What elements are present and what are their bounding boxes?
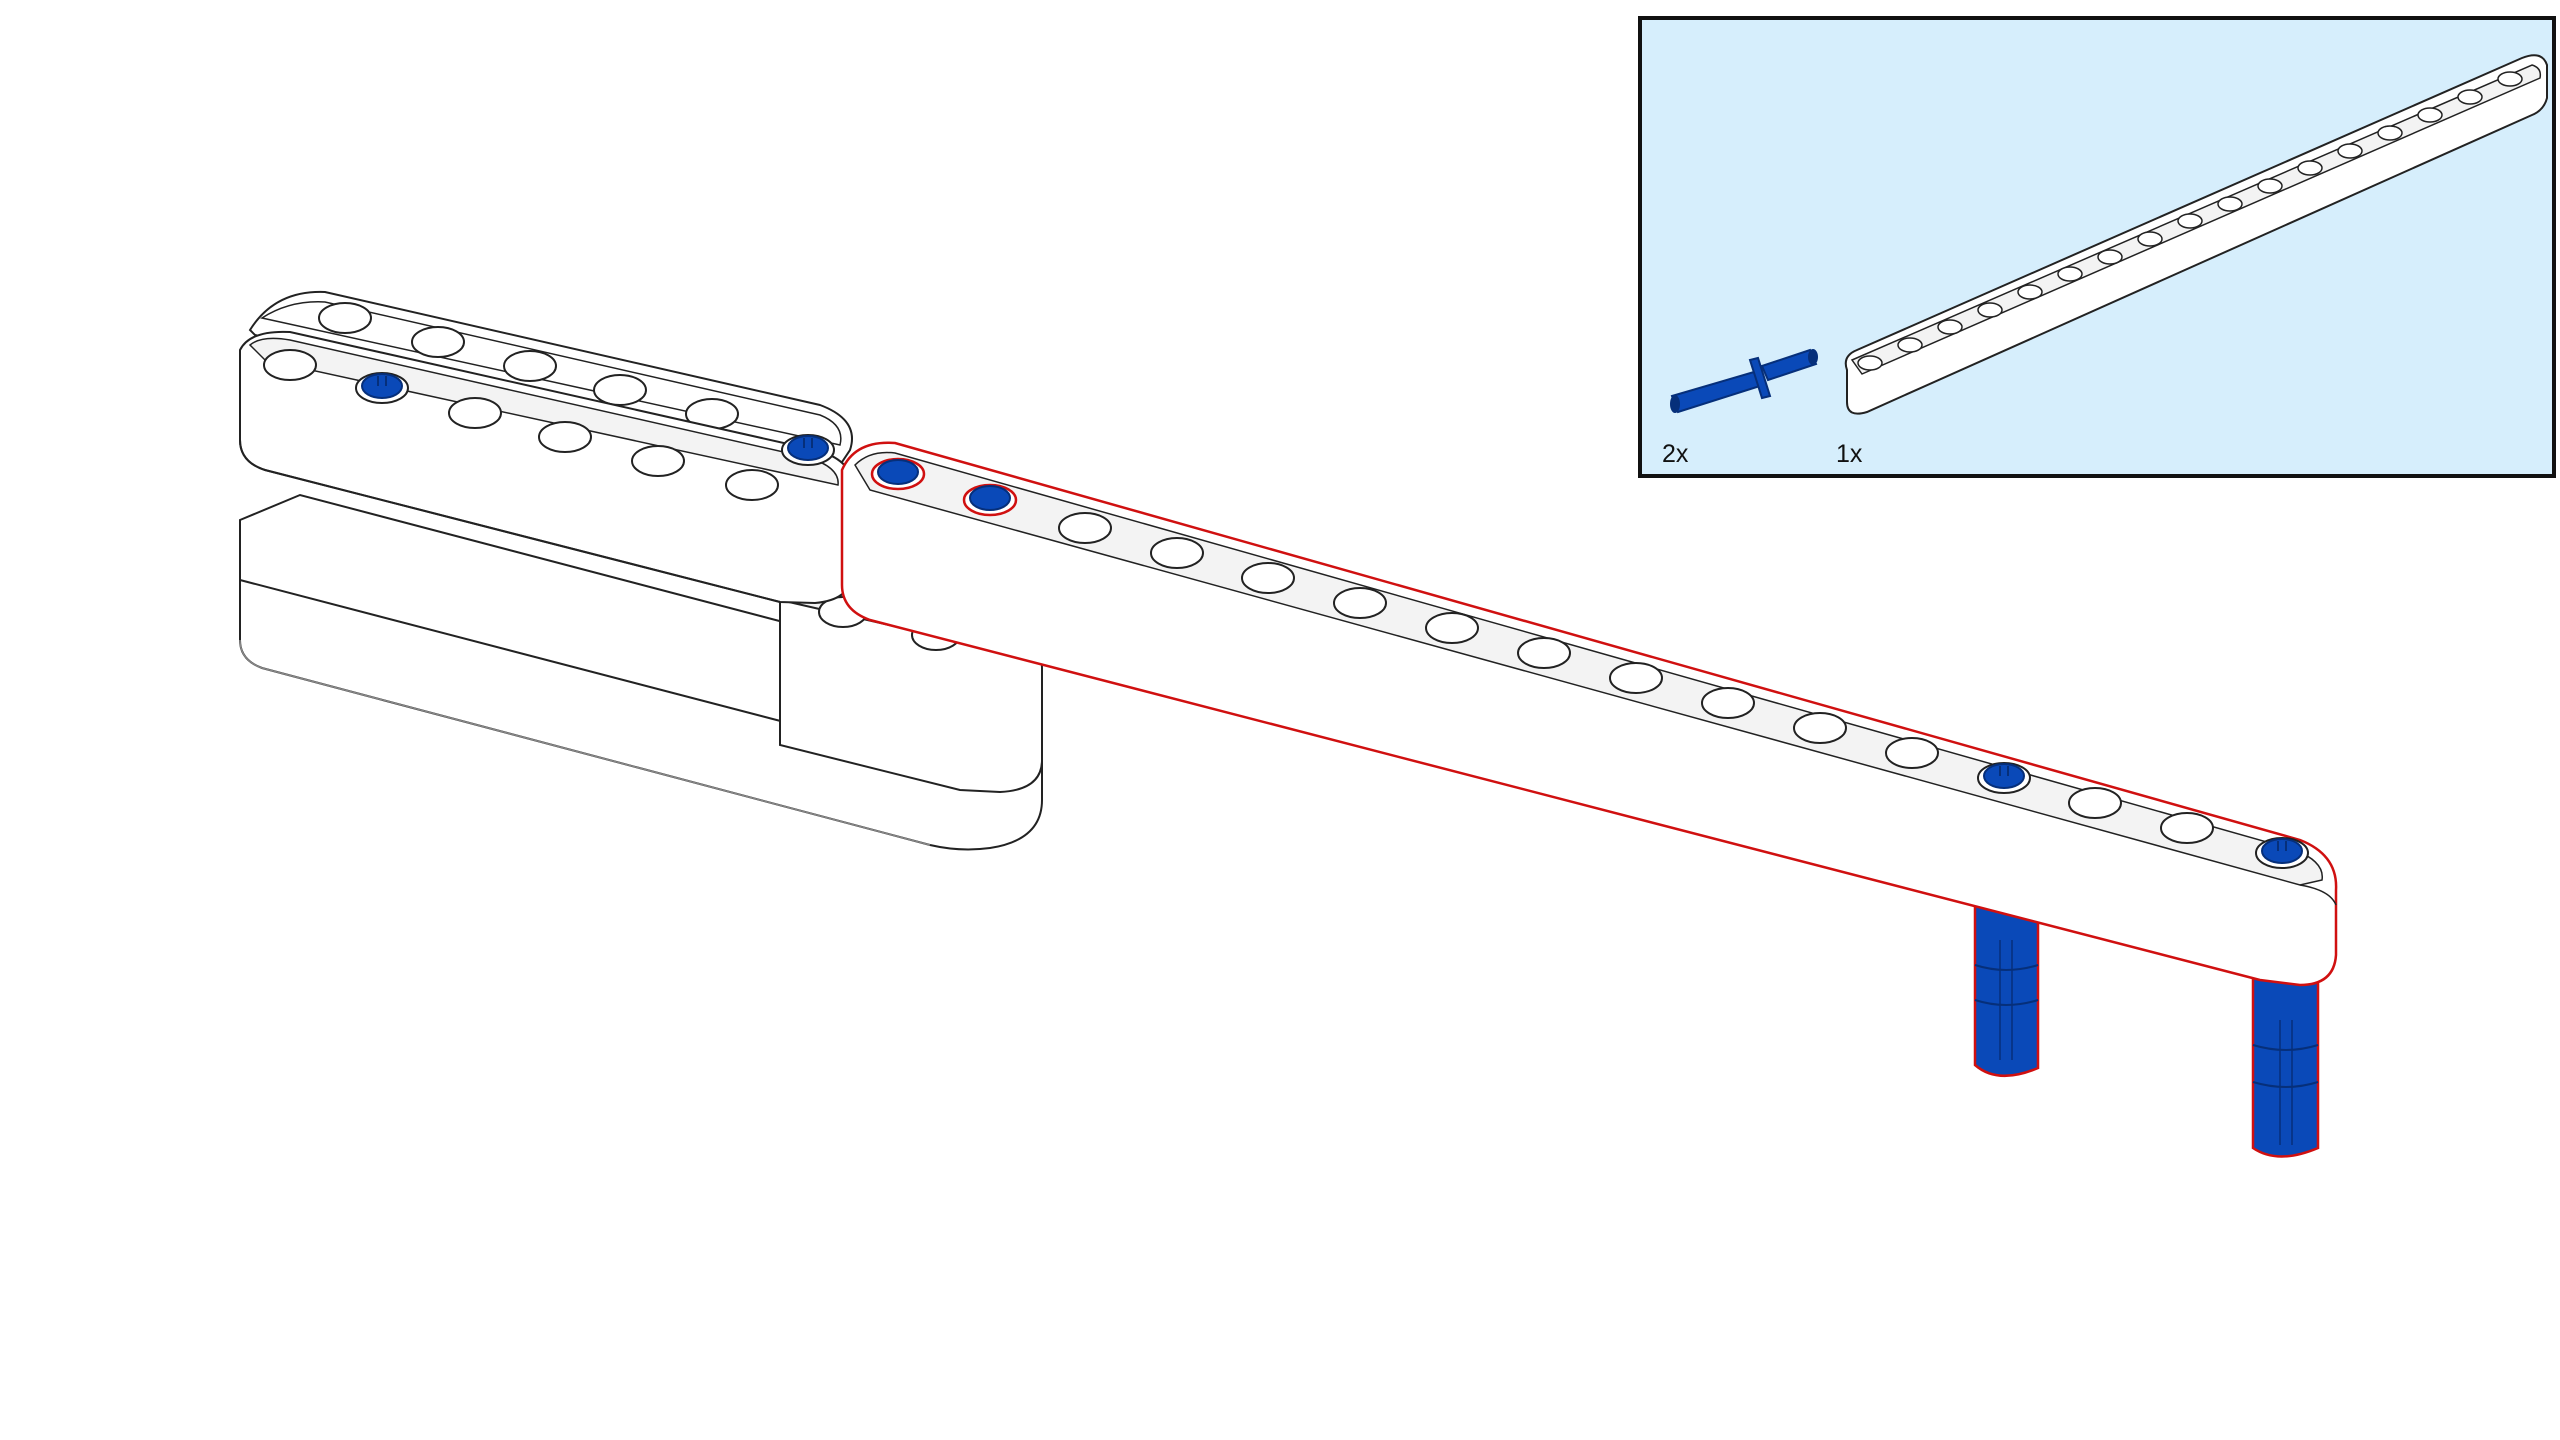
beam-hole (263, 349, 317, 381)
pin-head (870, 457, 926, 491)
pin-head (781, 434, 835, 466)
pin-icon (1670, 348, 1818, 414)
pin-underside (1973, 898, 2040, 1078)
beam-hole (503, 350, 557, 382)
parts-list-callout: 2x 1x (1638, 16, 2556, 478)
pin-head (962, 483, 1018, 517)
pin-underside (2251, 973, 2320, 1158)
beam-hole (725, 469, 779, 501)
new-beam-15 (840, 441, 2338, 1158)
beam-hole (538, 421, 592, 453)
beam-hole (631, 445, 685, 477)
beam-hole (318, 302, 372, 334)
beam-hole (411, 326, 465, 358)
beam-15-icon (1844, 54, 2548, 415)
beam-hole (448, 397, 502, 429)
pin-head (2255, 837, 2309, 869)
beam-holes (1058, 512, 2214, 844)
pin-head (1977, 762, 2031, 794)
beam-quantity-label: 1x (1836, 440, 1863, 468)
beam-upper-back (248, 290, 853, 467)
pin-quantity-label: 2x (1662, 440, 1689, 468)
beam-hole (593, 374, 647, 406)
pin-head (355, 372, 409, 404)
